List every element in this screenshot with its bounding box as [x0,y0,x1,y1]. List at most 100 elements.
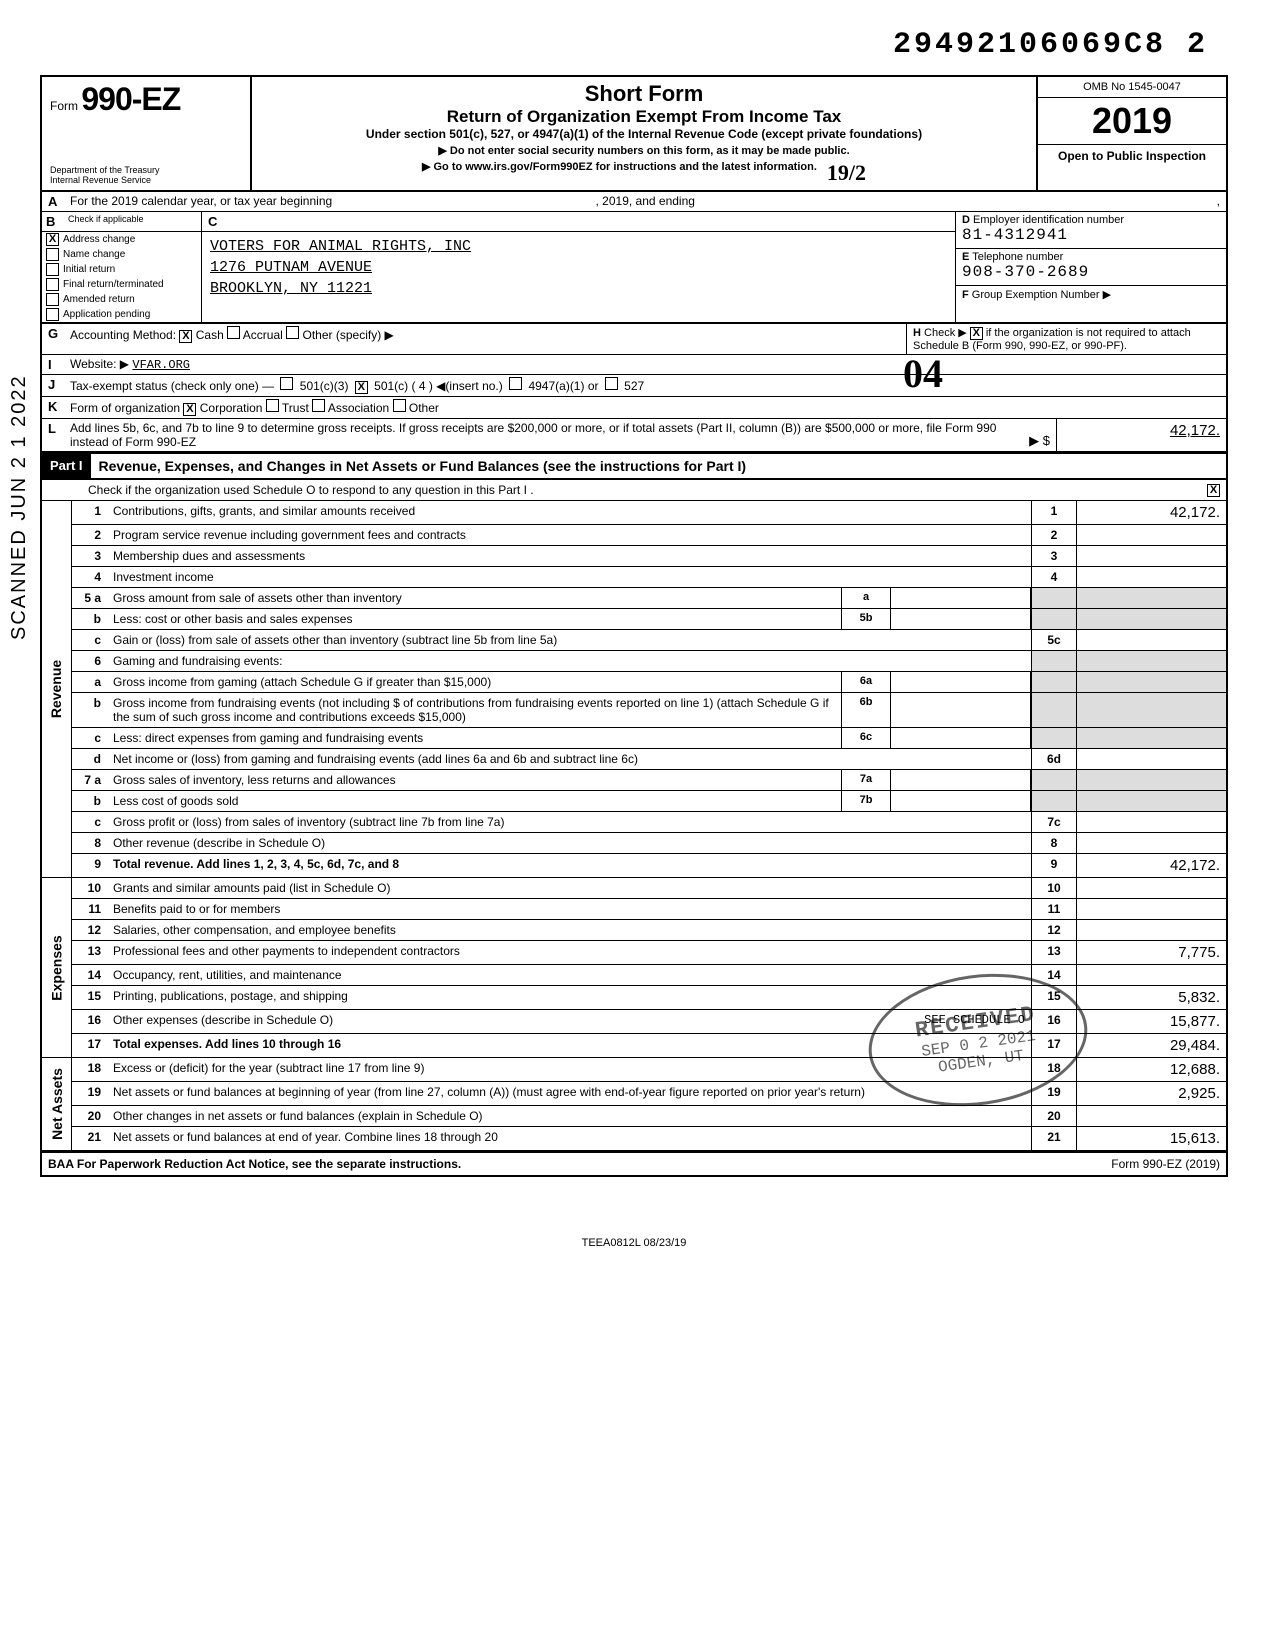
line-6b-rbox [1031,693,1076,727]
g-opt-checkbox-0[interactable]: X [179,330,192,343]
org-name: VOTERS FOR ANIMAL RIGHTS, INC [210,236,947,257]
line-14-text: Occupancy, rent, utilities, and maintena… [107,965,1031,985]
g-opt-checkbox-1[interactable] [227,326,240,339]
under-section: Under section 501(c), 527, or 4947(a)(1)… [262,127,1026,141]
line-7a-ramt [1076,770,1226,790]
label-k: K [42,397,64,418]
line-6d: d Net income or (loss) from gaming and f… [72,749,1226,770]
goto-text: ▶ Go to www.irs.gov/Form990EZ for instru… [422,160,817,186]
colb-checkbox-5[interactable] [46,308,59,321]
line-6b-num: b [72,693,107,727]
line-19-box: 19 [1031,1082,1076,1105]
line-6b-text: Gross income from fundraising events (no… [107,693,841,727]
label-j: J [42,375,64,396]
g-opt-label-0: Cash [196,328,224,342]
line-i-row: I Website: ▶ VFAR.ORG [40,355,1228,375]
line-5a-rbox [1031,588,1076,608]
k-opt-checkbox-1[interactable] [266,399,279,412]
line-7c-num: c [72,812,107,832]
line-10-box: 10 [1031,878,1076,898]
colb-item-3: Final return/terminated [42,277,201,292]
form-number: Form 990-EZ [50,81,242,118]
colb-checkbox-1[interactable] [46,248,59,261]
colb-item-0: XAddress change [42,232,201,247]
line-20: 20 Other changes in net assets or fund b… [72,1106,1226,1127]
k-opt-checkbox-0[interactable]: X [183,403,196,416]
line-6a-midbox: 6a [841,672,891,692]
expenses-sidebar: Expenses [42,878,72,1057]
line-3-text: Membership dues and assessments [107,546,1031,566]
line-7b-midbox: 7b [841,791,891,811]
form-num: 990-EZ [81,81,180,117]
line-6a-ramt [1076,672,1226,692]
line-7a: 7 a Gross sales of inventory, less retur… [72,770,1226,791]
line-16: 16 Other expenses (describe in Schedule … [72,1010,1226,1034]
j-opt-checkbox-3[interactable] [605,377,618,390]
line-7a-midval [891,770,1031,790]
label-d: D [962,214,970,226]
line-6b-ramt [1076,693,1226,727]
j-opt-checkbox-1[interactable]: X [355,381,368,394]
j-opt-label-2: 4947(a)(1) or [528,379,598,393]
colb-checkbox-3[interactable] [46,278,59,291]
line-7b: b Less cost of goods sold 7b [72,791,1226,812]
line-h-checkbox[interactable]: X [970,327,983,340]
line-5a-ramt [1076,588,1226,608]
line-13-amt: 7,775. [1076,941,1226,964]
line-17-text: Total expenses. Add lines 10 through 16 [107,1034,1031,1057]
line-j: J Tax-exempt status (check only one) — 5… [40,375,1228,397]
line-1-num: 1 [72,501,107,524]
line-17-box: 17 [1031,1034,1076,1057]
line-14-num: 14 [72,965,107,985]
part1-header: Part I Revenue, Expenses, and Changes in… [40,453,1228,480]
line-20-num: 20 [72,1106,107,1126]
line-14: 14 Occupancy, rent, utilities, and maint… [72,965,1226,986]
k-opt-label-0: Corporation [200,401,263,415]
j-opt-checkbox-2[interactable] [509,377,522,390]
line-19-text: Net assets or fund balances at beginning… [107,1082,1031,1105]
line-7a-num: 7 a [72,770,107,790]
colb-checkbox-4[interactable] [46,293,59,306]
line-5c: c Gain or (loss) from sale of assets oth… [72,630,1226,651]
line-a: A For the 2019 calendar year, or tax yea… [40,192,1228,212]
footer-right: Form 990-EZ (2019) [1105,1153,1226,1175]
text-e: Telephone number [972,251,1063,263]
line-18-num: 18 [72,1058,107,1081]
line-17-num: 17 [72,1034,107,1057]
j-opt-checkbox-0[interactable] [280,377,293,390]
line-4: 4 Investment income 4 [72,567,1226,588]
line-17-amt: 29,484. [1076,1034,1226,1057]
part1-checkbox[interactable]: X [1207,484,1220,497]
open-inspection: Open to Public Inspection [1038,145,1226,167]
line-15-text: Printing, publications, postage, and shi… [107,986,1031,1009]
line-6c-midval [891,728,1031,748]
colb-checkbox-0[interactable]: X [46,233,59,246]
line-3-num: 3 [72,546,107,566]
line-7c-box: 7c [1031,812,1076,832]
g-opt-checkbox-2[interactable] [286,326,299,339]
colb-checkbox-2[interactable] [46,263,59,276]
k-opt-checkbox-3[interactable] [393,399,406,412]
line-7b-num: b [72,791,107,811]
k-opt-checkbox-2[interactable] [312,399,325,412]
line-18-text: Excess or (deficit) for the year (subtra… [107,1058,1031,1081]
line-6c: c Less: direct expenses from gaming and … [72,728,1226,749]
line-13-num: 13 [72,941,107,964]
omb-number: OMB No 1545-0047 [1038,77,1226,98]
line-19: 19 Net assets or fund balances at beginn… [72,1082,1226,1106]
line-8: 8 Other revenue (describe in Schedule O)… [72,833,1226,854]
line-6: 6 Gaming and fundraising events: [72,651,1226,672]
line-10: 10 Grants and similar amounts paid (list… [72,878,1226,899]
revenue-sidebar: Revenue [42,501,72,877]
line-7c-amt [1076,812,1226,832]
line-12-text: Salaries, other compensation, and employ… [107,920,1031,940]
line-i-text: Website: ▶ [70,357,129,371]
row-e: E Telephone number 908-370-2689 [956,249,1226,286]
line-13-box: 13 [1031,941,1076,964]
line-4-box: 4 [1031,567,1076,587]
netassets-sidebar: Net Assets [42,1058,72,1150]
revenue-label: Revenue [49,660,65,718]
colb-item-2: Initial return [42,262,201,277]
line-7b-text: Less cost of goods sold [107,791,841,811]
line-8-box: 8 [1031,833,1076,853]
